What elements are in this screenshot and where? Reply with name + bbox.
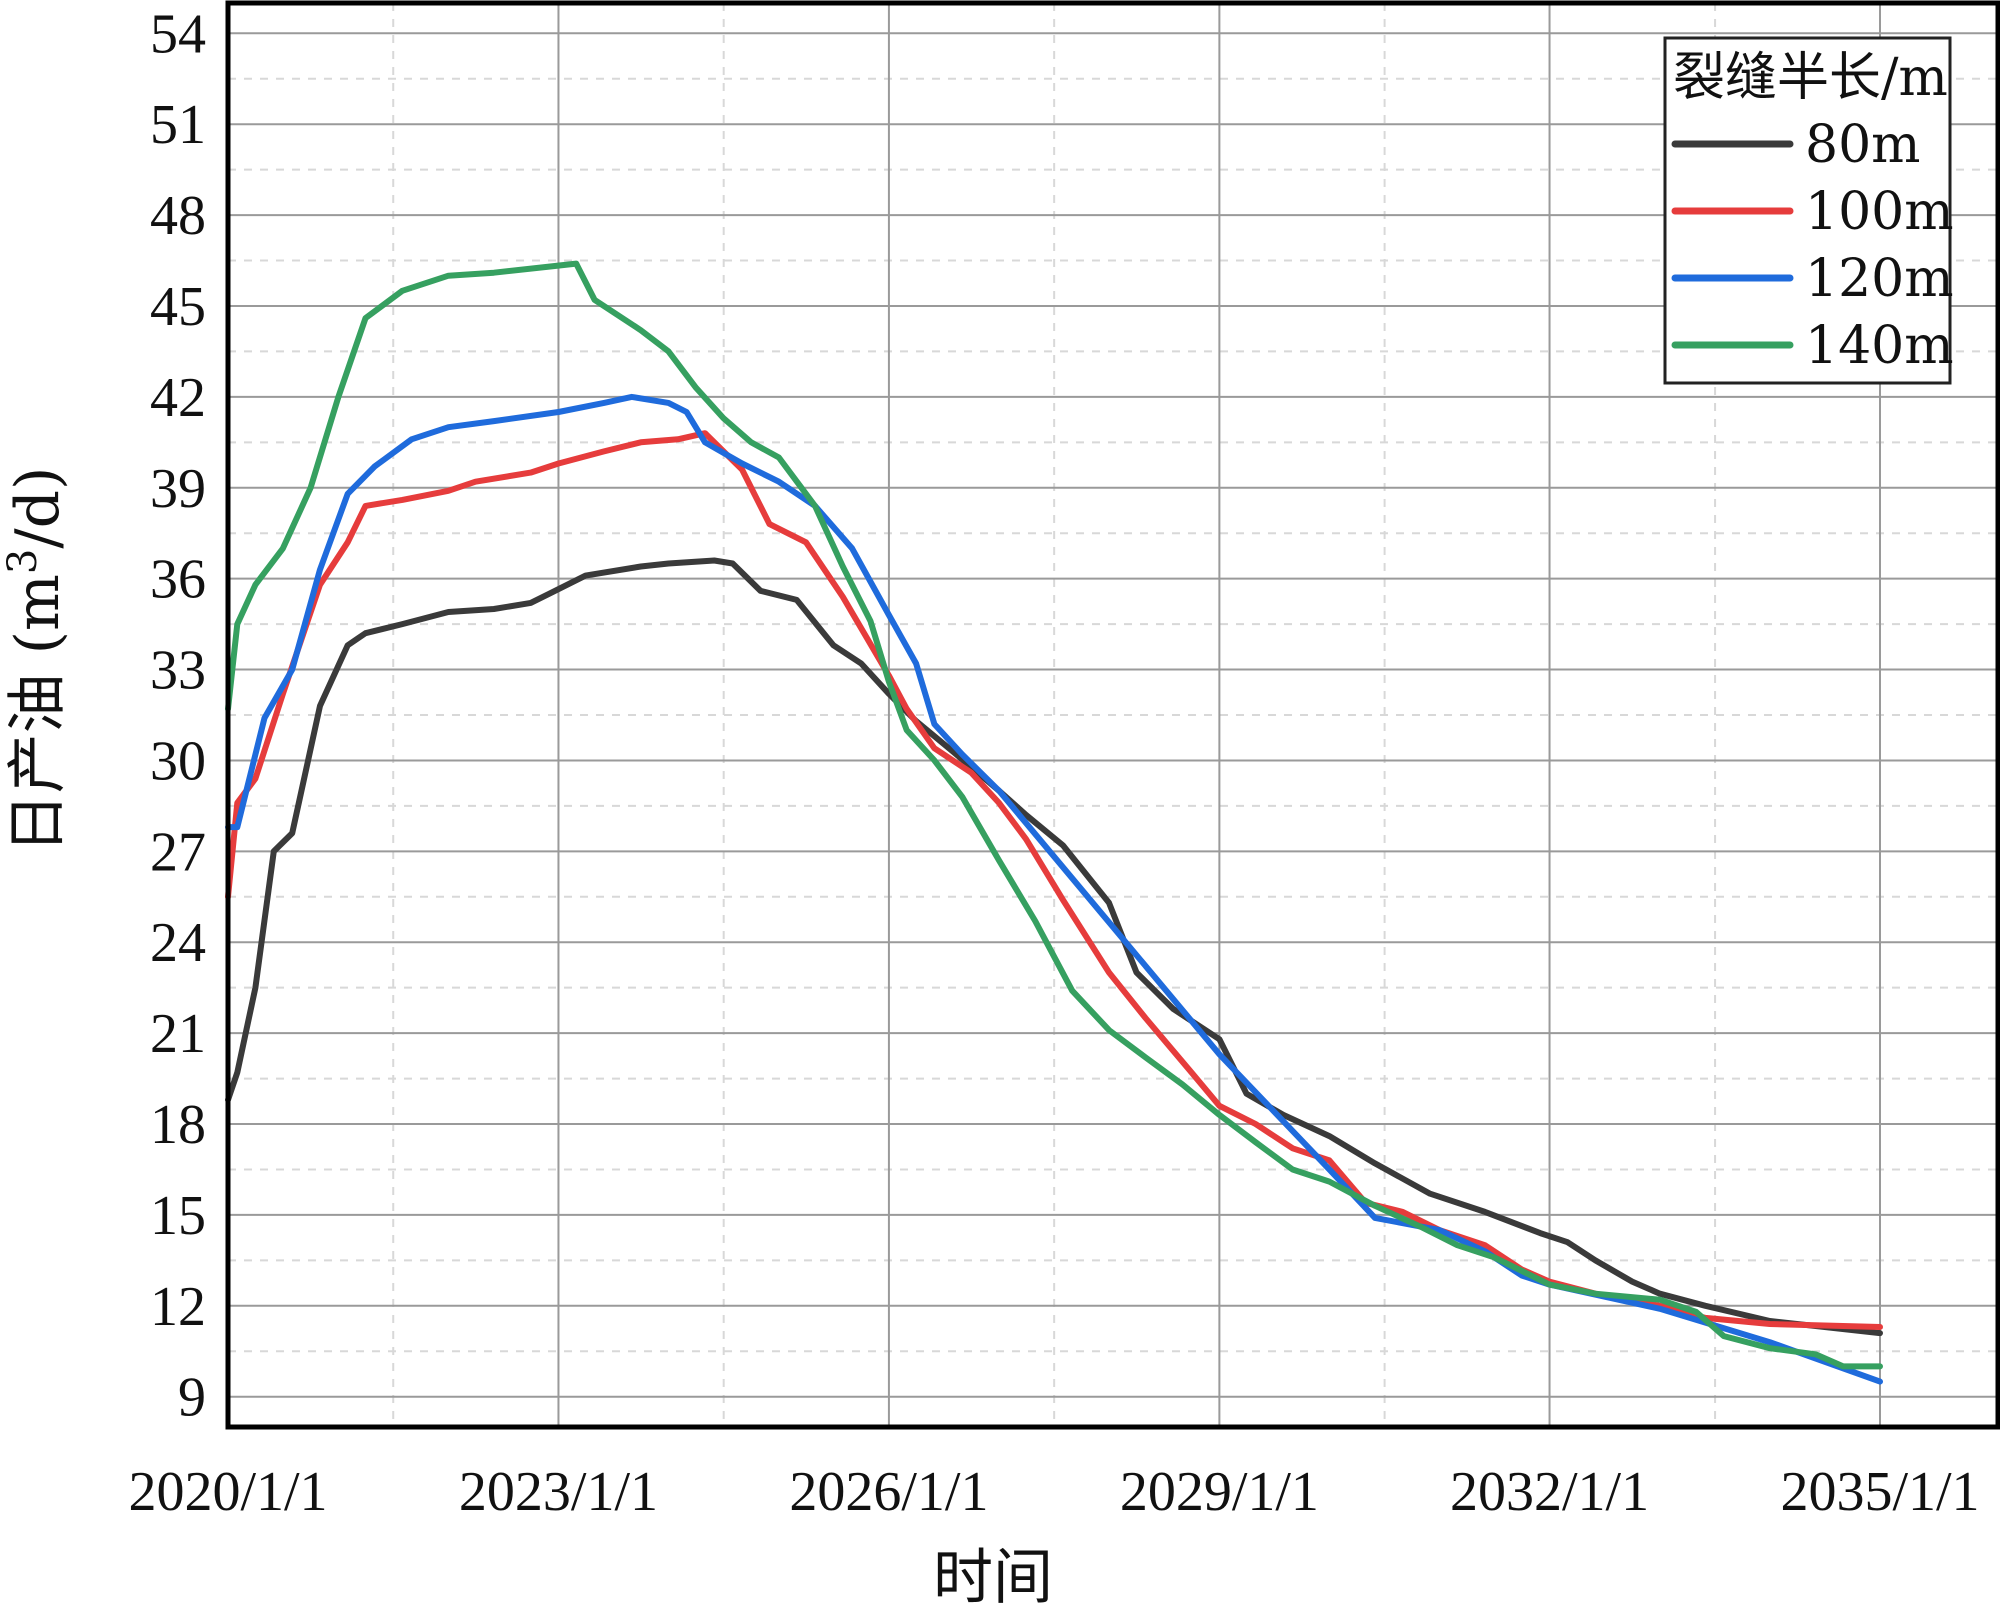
y-tick-label: 27 xyxy=(150,821,206,883)
plot-frame xyxy=(225,0,2000,1430)
y-tick-label: 42 xyxy=(150,367,206,429)
x-tick-label: 2023/1/1 xyxy=(459,1461,658,1523)
y-tick-label: 18 xyxy=(150,1094,206,1156)
x-tick-label: 2020/1/1 xyxy=(128,1461,327,1523)
y-tick-label: 9 xyxy=(178,1367,206,1429)
y-tick-label: 48 xyxy=(150,185,206,247)
y-tick-label: 36 xyxy=(150,549,206,611)
legend-label-120m: 120m xyxy=(1805,249,1954,309)
legend-label-100m: 100m xyxy=(1805,182,1954,242)
x-axis-title: 时间 xyxy=(933,1543,1053,1607)
legend-title: 裂缝半长/m xyxy=(1673,48,1948,108)
series-lines xyxy=(225,260,1883,1385)
legend: 裂缝半长/m 80m 100m 120m 140m xyxy=(1663,36,1954,385)
y-tick-label: 12 xyxy=(150,1276,206,1338)
y-tick-label: 51 xyxy=(150,94,206,156)
y-axis-title-tail: /d) xyxy=(3,467,73,549)
y-axis-title-superscript: 3 xyxy=(0,549,46,574)
y-tick-label: 21 xyxy=(150,1003,206,1065)
y-axis-title: 日产油 (m3/d) xyxy=(0,467,73,854)
series-line-120m xyxy=(225,393,1883,1385)
legend-label-140m: 140m xyxy=(1805,316,1954,376)
y-tick-labels: 9 12 15 18 21 24 27 30 33 36 39 42 45 48 51 54 xyxy=(150,3,206,1428)
x-tick-labels: 2020/1/1 2023/1/1 2026/1/1 2029/1/1 2032/1/1… xyxy=(128,1461,1979,1523)
series-line-100m xyxy=(225,430,1883,1330)
y-tick-label: 39 xyxy=(150,458,206,520)
y-tick-label: 45 xyxy=(150,276,206,338)
y-tick-label: 33 xyxy=(150,640,206,702)
y-tick-label: 30 xyxy=(150,730,206,792)
series-line-80m xyxy=(225,557,1883,1337)
legend-items: 80m 100m 120m 140m xyxy=(1671,115,1954,376)
series-line-140m xyxy=(225,260,1883,1370)
y-tick-label: 15 xyxy=(150,1185,206,1247)
x-tick-label: 2035/1/1 xyxy=(1780,1461,1979,1523)
y-tick-label: 54 xyxy=(150,3,206,65)
x-tick-label: 2026/1/1 xyxy=(789,1461,988,1523)
y-axis-title-main: 日产油 (m xyxy=(3,574,73,853)
y-tick-label: 24 xyxy=(150,912,206,974)
legend-label-80m: 80m xyxy=(1805,115,1920,175)
x-tick-label: 2032/1/1 xyxy=(1450,1461,1649,1523)
x-tick-label: 2029/1/1 xyxy=(1120,1461,1319,1523)
